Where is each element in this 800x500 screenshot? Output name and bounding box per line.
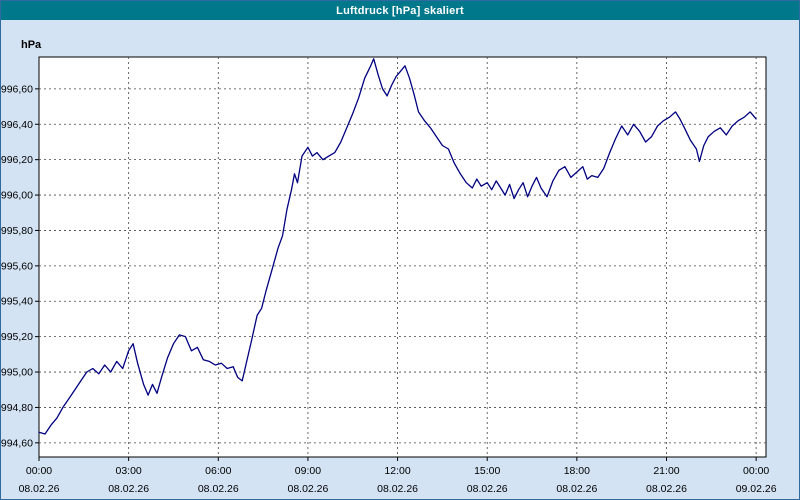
y-tick-label: 995,40 [1, 296, 33, 308]
x-tick-date-label: 08.02.26 [19, 483, 60, 495]
x-tick-date-label: 08.02.26 [467, 483, 508, 495]
x-tick-date-label: 08.02.26 [287, 483, 328, 495]
y-tick-label: 995,00 [1, 367, 33, 379]
x-tick-date-label: 08.02.26 [646, 483, 687, 495]
y-axis-unit-label: hPa [21, 39, 42, 51]
x-tick-date-label: 08.02.26 [556, 483, 597, 495]
pressure-line-chart: hPa994,60994,80995,00995,20995,40995,609… [1, 39, 777, 495]
chart-title-bar: Luftdruck [hPa] skaliert [1, 1, 799, 20]
pressure-series-line [38, 58, 757, 435]
y-tick-label: 994,80 [1, 402, 33, 414]
y-tick-label: 994,60 [1, 437, 33, 449]
x-tick-time-label: 12:00 [384, 465, 410, 477]
y-tick-label: 995,60 [1, 260, 33, 272]
y-tick-label: 996,20 [1, 154, 33, 166]
y-tick-label: 995,80 [1, 225, 33, 237]
chart-area: hPa 994,60 994,80 995,00 995,20 995,40 995,60 9… [1, 20, 799, 499]
x-tick-time-label: 00:00 [26, 465, 52, 477]
x-tick-time-label: 06:00 [205, 465, 231, 477]
x-tick-date-label: 09.02.26 [736, 483, 777, 495]
x-tick-time-label: 09:00 [295, 465, 321, 477]
chart-title: Luftdruck [hPa] skaliert [336, 4, 464, 17]
y-tick-label: 996,60 [1, 83, 33, 95]
y-tick-label: 996,00 [1, 190, 33, 202]
gridlines-and-axis-labels: 994,60 994,80 995,00 995,20 995,40 995,60 995,… [1, 57, 777, 495]
x-tick-time-label: 18:00 [564, 465, 590, 477]
y-tick-label: 995,20 [1, 331, 33, 343]
x-tick-time-label: 00:00 [743, 465, 769, 477]
x-tick-date-label: 08.02.26 [108, 483, 149, 495]
x-tick-time-label: 15:00 [474, 465, 500, 477]
x-tick-time-label: 21:00 [653, 465, 679, 477]
y-tick-label: 996,40 [1, 119, 33, 131]
plot-area [38, 56, 767, 458]
x-tick-date-label: 08.02.26 [377, 483, 418, 495]
x-tick-date-label: 08.02.26 [198, 483, 239, 495]
x-tick-time-label: 03:00 [116, 465, 142, 477]
